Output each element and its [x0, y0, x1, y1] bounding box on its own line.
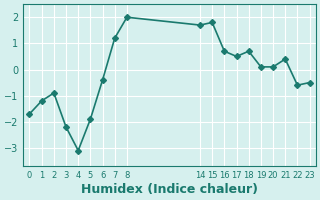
X-axis label: Humidex (Indice chaleur): Humidex (Indice chaleur) [81, 183, 258, 196]
